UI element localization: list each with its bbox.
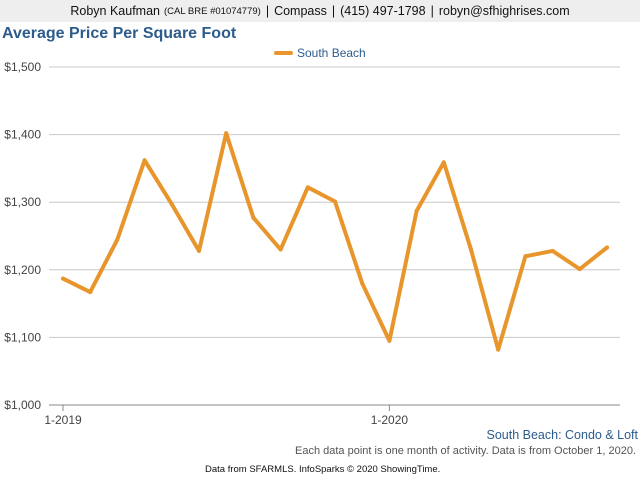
- chart-subtitle: South Beach: Condo & Loft: [486, 428, 639, 442]
- data-point: [577, 267, 582, 272]
- data-point: [333, 199, 337, 204]
- data-point: [251, 215, 256, 220]
- data-point: [224, 131, 229, 136]
- y-tick-label: $1,100: [4, 330, 41, 344]
- data-point: [278, 247, 283, 252]
- data-point: [142, 158, 147, 163]
- data-point: [414, 208, 419, 213]
- separator: |: [331, 4, 336, 18]
- data-point: [360, 281, 365, 286]
- data-point: [523, 254, 528, 259]
- data-point: [441, 160, 446, 165]
- agent-license: (CAL BRE #01074779): [163, 5, 261, 17]
- agent-name: Robyn Kaufman: [70, 4, 160, 18]
- y-tick-label: $1,300: [4, 195, 41, 209]
- data-point: [496, 347, 501, 352]
- data-point: [550, 248, 555, 253]
- company-name: Compass: [274, 4, 327, 18]
- x-tick-label: 1-2019: [44, 413, 82, 427]
- data-point: [469, 247, 473, 252]
- legend-label: South Beach: [297, 46, 366, 60]
- separator: |: [430, 4, 434, 18]
- data-point: [88, 290, 93, 295]
- chart-footnote: Each data point is one month of activity…: [295, 445, 636, 457]
- agent-contact-bar: Robyn Kaufman (CAL BRE #01074779) | Comp…: [0, 0, 640, 22]
- data-point: [387, 338, 392, 343]
- series-line: [61, 131, 609, 352]
- data-point: [61, 276, 65, 281]
- separator: |: [265, 4, 270, 18]
- chart-title: Average Price Per Square Foot: [2, 25, 237, 42]
- email-link[interactable]: robyn@sfhighrises.com: [438, 4, 570, 18]
- y-tick-label: $1,200: [4, 263, 41, 277]
- y-tick-label: $1,500: [4, 60, 41, 74]
- data-point: [115, 237, 120, 242]
- data-point: [169, 202, 174, 207]
- data-credits: Data from SFARMLS. InfoSparks © 2020 Sho…: [205, 464, 441, 475]
- y-tick-label: $1,000: [4, 398, 41, 412]
- x-tick-label: 1-2020: [371, 413, 409, 427]
- data-point: [605, 245, 609, 250]
- phone-number: (415) 497-1798: [340, 4, 426, 18]
- data-point: [305, 185, 310, 190]
- y-tick-label: $1,400: [4, 128, 41, 142]
- data-point: [197, 248, 201, 253]
